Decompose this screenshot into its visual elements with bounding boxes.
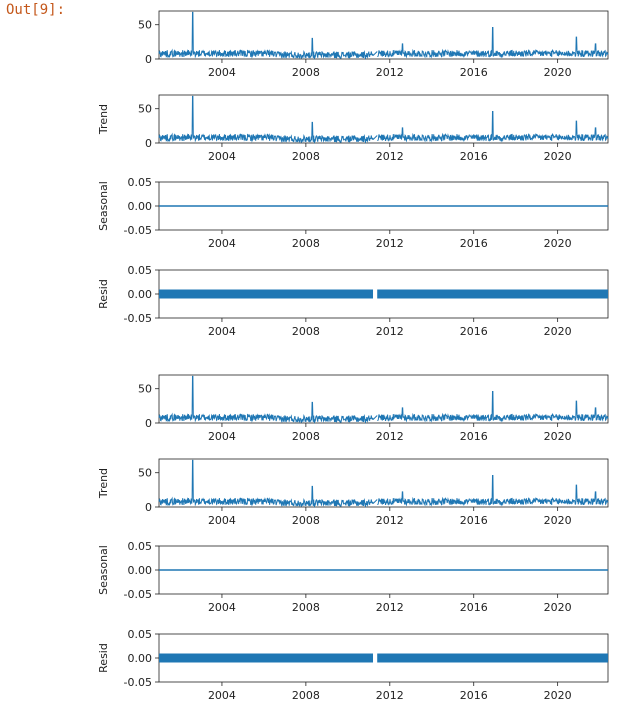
axes-frame <box>158 94 609 144</box>
x-tick-label: 2004 <box>208 150 236 163</box>
x-tick-label: 2020 <box>544 150 572 163</box>
x-tick-label: 2004 <box>208 66 236 79</box>
x-tick-label: 2016 <box>460 601 488 614</box>
x-tick-label: 2016 <box>460 237 488 250</box>
x-tick-label: 2012 <box>376 66 404 79</box>
y-tick-label: 0.00 <box>128 288 153 301</box>
x-tick-label: 2008 <box>292 601 320 614</box>
y-tick-label: -0.05 <box>124 224 152 237</box>
x-tick-label: 2012 <box>376 689 404 702</box>
x-tick-label: 2012 <box>376 514 404 527</box>
y-tick-label: 50 <box>138 19 152 32</box>
series-line <box>158 459 609 509</box>
y-tick-label: -0.05 <box>124 312 152 325</box>
x-tick-label: 2008 <box>292 66 320 79</box>
series-line <box>158 11 609 61</box>
x-tick-label: 2016 <box>460 689 488 702</box>
x-tick-label: 2020 <box>544 601 572 614</box>
y-axis-label: Seasonal <box>97 545 110 595</box>
x-tick-label: 2016 <box>460 325 488 338</box>
x-tick-label: 2004 <box>208 514 236 527</box>
x-tick-label: 2020 <box>544 237 572 250</box>
subplot-3: -0.05 0.00 0.05 2004 2008 2012 2016 2020 Seasona… <box>97 176 609 250</box>
y-tick-label: 50 <box>138 467 152 480</box>
x-tick-label: 2004 <box>208 601 236 614</box>
x-tick-label: 2004 <box>208 689 236 702</box>
y-tick-label: 0.00 <box>128 564 153 577</box>
x-tick-label: 2020 <box>544 430 572 443</box>
y-axis-label: Resid <box>97 279 110 309</box>
subplot-1: 0 50 2004 2008 2012 2016 2020 <box>138 10 609 79</box>
series-line <box>158 375 609 425</box>
x-tick-label: 2020 <box>544 66 572 79</box>
x-tick-label: 2008 <box>292 150 320 163</box>
y-axis-label: Trend <box>97 104 110 135</box>
x-tick-label: 2008 <box>292 514 320 527</box>
y-tick-label: 0 <box>145 501 152 514</box>
x-tick-label: 2008 <box>292 689 320 702</box>
y-tick-label: 0 <box>145 137 152 150</box>
y-tick-label: 0 <box>145 417 152 430</box>
y-tick-label: -0.05 <box>124 588 152 601</box>
y-tick-label: 0.05 <box>128 264 153 277</box>
y-tick-label: 0.00 <box>128 652 153 665</box>
axes-frame <box>158 458 609 508</box>
x-tick-label: 2020 <box>544 514 572 527</box>
y-tick-label: 50 <box>138 103 152 116</box>
x-tick-label: 2004 <box>208 237 236 250</box>
y-axis-label: Seasonal <box>97 181 110 231</box>
x-tick-label: 2012 <box>376 325 404 338</box>
axes-frame <box>158 10 609 60</box>
x-tick-label: 2008 <box>292 325 320 338</box>
y-tick-label: 0.05 <box>128 540 153 553</box>
subplot-4: -0.05 0.00 0.05 2004 2008 2012 2016 2020 Resid <box>97 264 609 338</box>
x-tick-label: 2012 <box>376 150 404 163</box>
x-tick-label: 2008 <box>292 430 320 443</box>
y-tick-label: 0 <box>145 53 152 66</box>
subplot-7: -0.05 0.00 0.05 2004 2008 2012 2016 2020 Seasona… <box>97 540 609 614</box>
x-tick-label: 2012 <box>376 237 404 250</box>
axes-frame <box>158 374 609 424</box>
y-tick-label: 0.05 <box>128 176 153 189</box>
subplot-8: -0.05 0.00 0.05 2004 2008 2012 2016 2020 Resid <box>97 628 609 702</box>
y-axis-label: Trend <box>97 468 110 499</box>
x-tick-label: 2020 <box>544 325 572 338</box>
x-tick-label: 2012 <box>376 430 404 443</box>
subplot-2: 0 50 2004 2008 2012 2016 2020 Trend <box>97 94 609 163</box>
x-tick-label: 2004 <box>208 325 236 338</box>
x-tick-label: 2016 <box>460 514 488 527</box>
x-tick-label: 2008 <box>292 237 320 250</box>
y-tick-label: 0.00 <box>128 200 153 213</box>
x-tick-label: 2016 <box>460 430 488 443</box>
x-tick-label: 2004 <box>208 430 236 443</box>
y-tick-label: 50 <box>138 383 152 396</box>
y-tick-label: 0.05 <box>128 628 153 641</box>
x-tick-label: 2016 <box>460 150 488 163</box>
x-tick-label: 2016 <box>460 66 488 79</box>
output-prompt: Out[9]: <box>6 2 66 18</box>
x-tick-label: 2012 <box>376 601 404 614</box>
y-tick-label: -0.05 <box>124 676 152 689</box>
x-tick-label: 2020 <box>544 689 572 702</box>
y-axis-label: Resid <box>97 643 110 673</box>
subplot-5: 0 50 2004 2008 2012 2016 2020 <box>138 374 609 443</box>
series-line <box>158 95 609 145</box>
subplot-6: 0 50 2004 2008 2012 2016 2020 Trend <box>97 458 609 527</box>
